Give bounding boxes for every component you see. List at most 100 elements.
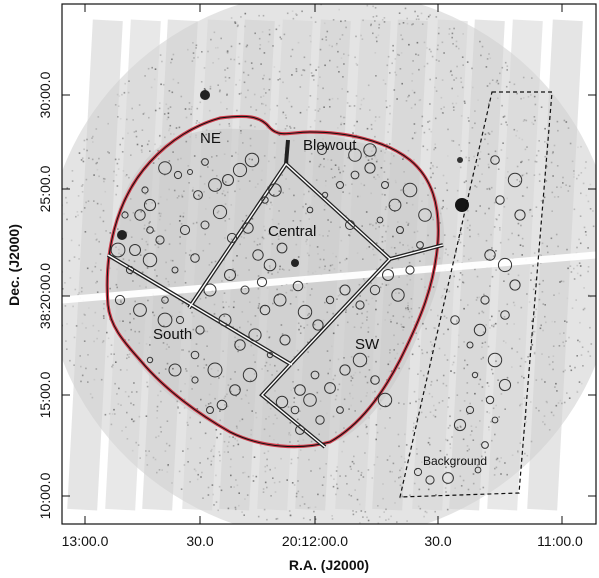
- speckle-dot: [398, 367, 400, 370]
- speckle-dot: [358, 478, 360, 481]
- source-exclusion-circle: [339, 364, 351, 376]
- speckle-dot: [398, 402, 400, 404]
- speckle-dot: [517, 381, 519, 384]
- speckle-dot: [375, 424, 378, 426]
- speckle-dot: [422, 182, 424, 185]
- speckle-dot: [398, 292, 400, 294]
- speckle-dot: [149, 221, 151, 223]
- speckle-dot: [258, 14, 260, 17]
- speckle-dot: [345, 257, 348, 260]
- speckle-dot: [413, 482, 416, 485]
- speckle-dot: [228, 118, 230, 120]
- speckle-dot: [277, 2, 279, 4]
- speckle-dot: [238, 79, 241, 81]
- speckle-dot: [468, 159, 470, 162]
- speckle-dot: [438, 347, 441, 350]
- speckle-dot: [348, 105, 351, 107]
- speckle-dot: [205, 208, 207, 210]
- speckle-dot: [521, 375, 523, 378]
- speckle-dot: [169, 223, 171, 225]
- speckle-dot: [393, 247, 396, 249]
- speckle-dot: [89, 393, 92, 395]
- speckle-dot: [268, 33, 271, 36]
- speckle-dot: [425, 327, 427, 330]
- speckle-dot: [122, 137, 124, 140]
- source-exclusion-circle: [348, 148, 362, 162]
- speckle-dot: [533, 252, 536, 254]
- speckle-dot: [541, 353, 543, 355]
- speckle-dot: [102, 220, 105, 223]
- speckle-dot: [488, 53, 490, 55]
- speckle-dot: [532, 333, 534, 335]
- speckle-dot: [449, 443, 451, 445]
- speckle-dot: [535, 407, 537, 409]
- speckle-dot: [391, 267, 394, 270]
- speckle-dot: [66, 201, 68, 204]
- speckle-dot: [176, 197, 179, 199]
- speckle-dot: [390, 302, 392, 305]
- speckle-dot: [306, 238, 308, 241]
- speckle-dot: [479, 40, 481, 43]
- speckle-dot: [178, 412, 181, 414]
- speckle-dot: [235, 479, 237, 481]
- speckle-dot: [197, 194, 200, 197]
- speckle-dot: [408, 367, 411, 370]
- speckle-dot: [375, 15, 378, 17]
- speckle-dot: [103, 307, 105, 310]
- speckle-dot: [429, 103, 431, 105]
- speckle-dot: [264, 465, 266, 468]
- speckle-dot: [236, 255, 238, 257]
- blowout-divider-outer: [284, 139, 290, 165]
- speckle-dot: [203, 367, 205, 369]
- speckle-dot: [230, 474, 232, 477]
- speckle-dot: [398, 23, 401, 25]
- speckle-dot: [301, 496, 304, 498]
- speckle-dot: [533, 352, 536, 355]
- speckle-dot: [188, 254, 191, 256]
- speckle-dot: [569, 142, 572, 145]
- speckle-dot: [157, 157, 160, 160]
- speckle-dot: [544, 155, 546, 158]
- speckle-dot: [545, 180, 548, 182]
- speckle-dot: [430, 384, 432, 386]
- speckle-dot: [236, 109, 238, 112]
- speckle-dot: [405, 221, 408, 224]
- speckle-dot: [58, 235, 60, 237]
- speckle-dot: [441, 79, 444, 81]
- speckle-dot: [271, 218, 274, 221]
- speckle-dot: [438, 257, 441, 260]
- speckle-dot: [556, 120, 559, 123]
- speckle-dot: [352, 513, 355, 516]
- speckle-dot: [96, 337, 98, 340]
- source-exclusion-circle: [303, 393, 317, 407]
- speckle-dot: [315, 69, 317, 71]
- speckle-dot: [354, 371, 357, 374]
- speckle-dot: [505, 85, 508, 88]
- speckle-dot: [246, 44, 249, 47]
- speckle-dot: [379, 258, 382, 261]
- source-exclusion-circle: [234, 339, 246, 351]
- speckle-dot: [520, 224, 522, 227]
- speckle-dot: [159, 390, 162, 393]
- speckle-dot: [336, 466, 339, 468]
- speckle-dot: [224, 395, 227, 398]
- speckle-dot: [199, 447, 201, 449]
- speckle-dot: [383, 160, 386, 162]
- speckle-dot: [126, 369, 128, 371]
- speckle-dot: [222, 190, 225, 192]
- speckle-dot: [248, 269, 250, 271]
- speckle-dot: [462, 281, 465, 284]
- speckle-dot: [419, 260, 421, 262]
- speckle-dot: [550, 411, 553, 414]
- speckle-dot: [562, 182, 564, 184]
- speckle-dot: [429, 443, 431, 446]
- speckle-dot: [148, 450, 150, 452]
- speckle-dot: [384, 319, 386, 321]
- speckle-dot: [335, 394, 338, 397]
- speckle-dot: [248, 180, 251, 182]
- speckle-dot: [535, 308, 537, 311]
- speckle-dot: [276, 288, 278, 291]
- speckle-dot: [263, 508, 266, 511]
- speckle-dot: [399, 484, 402, 487]
- speckle-dot: [316, 98, 319, 100]
